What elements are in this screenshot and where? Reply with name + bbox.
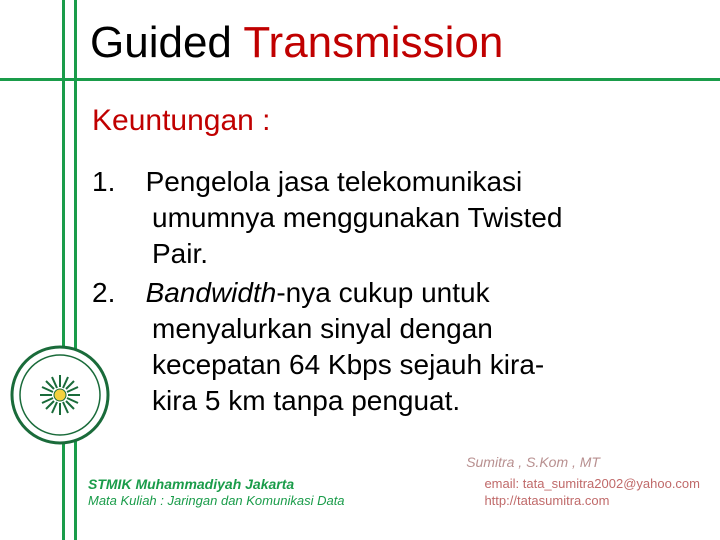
list-item: 2. Bandwidth-nya cukup untuk menyalurkan… xyxy=(92,275,680,418)
subtitle: Keuntungan : xyxy=(0,80,720,138)
title-part2: Transmission xyxy=(243,18,503,67)
contact-email: email: tata_sumitra2002@yahoo.com xyxy=(484,475,700,493)
item-text: Pengelola jasa telekomunikasi xyxy=(146,166,523,197)
course-name: Mata Kuliah : Jaringan dan Komunikasi Da… xyxy=(88,493,345,510)
item-number: 2. xyxy=(92,275,130,311)
item-text: kecepatan 64 Kbps sejauh kira- xyxy=(92,347,680,383)
item-text: umumnya menggunakan Twisted xyxy=(92,200,680,236)
horizontal-rule xyxy=(0,78,720,81)
institution-name: STMIK Muhammadiyah Jakarta xyxy=(88,475,345,493)
item-bandwidth: Bandwidth xyxy=(146,277,277,308)
list-item: 1. Pengelola jasa telekomunikasi umumnya… xyxy=(92,164,680,271)
item-number: 1. xyxy=(92,164,130,200)
item-text: menyalurkan sinyal dengan xyxy=(92,311,680,347)
author-name: Sumitra , S.Kom , MT xyxy=(466,454,600,470)
slide: Guided Transmission Keuntungan : 1. Peng… xyxy=(0,0,720,540)
item-text: Pair. xyxy=(92,236,680,272)
item-text: -nya cukup untuk xyxy=(276,277,489,308)
vertical-rule-2 xyxy=(74,0,77,540)
slide-title: Guided Transmission xyxy=(0,0,720,80)
footer-contact: email: tata_sumitra2002@yahoo.com http:/… xyxy=(484,475,700,510)
institution-logo xyxy=(10,345,110,445)
vertical-rule-1 xyxy=(62,0,65,540)
title-part1: Guided xyxy=(90,18,243,67)
contact-url: http://tatasumitra.com xyxy=(484,492,700,510)
footer-institution: STMIK Muhammadiyah Jakarta Mata Kuliah :… xyxy=(88,475,345,510)
footer: STMIK Muhammadiyah Jakarta Mata Kuliah :… xyxy=(88,475,700,510)
item-text: kira 5 km tanpa penguat. xyxy=(92,383,680,419)
